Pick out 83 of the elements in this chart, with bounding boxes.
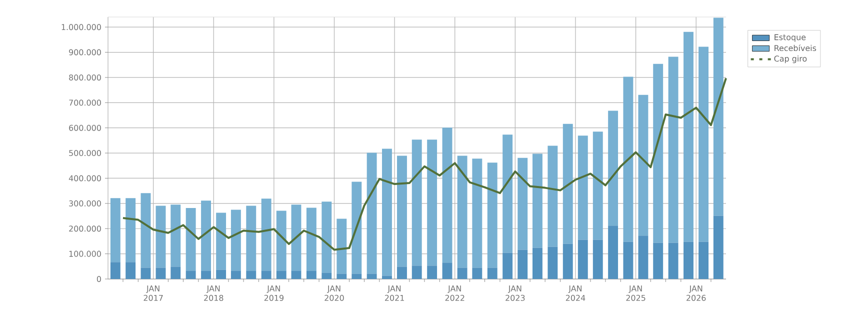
bar — [608, 226, 618, 279]
bar — [230, 270, 241, 279]
bar — [336, 218, 347, 274]
bar — [291, 204, 302, 271]
bar — [548, 246, 558, 279]
bar — [140, 268, 151, 279]
bar — [156, 206, 166, 268]
bar — [698, 46, 709, 242]
bar — [653, 242, 664, 279]
bar — [532, 248, 542, 279]
bar — [412, 140, 422, 266]
bar — [216, 270, 226, 279]
bar — [638, 94, 648, 236]
bar — [592, 132, 603, 240]
bar — [668, 242, 678, 279]
bar — [518, 250, 528, 279]
bar — [322, 272, 332, 279]
bar — [653, 64, 664, 243]
bar — [230, 210, 241, 271]
bar — [186, 270, 196, 279]
bar — [532, 154, 542, 248]
bar — [623, 76, 634, 242]
bar — [246, 206, 256, 271]
bar — [623, 242, 634, 279]
bar — [352, 182, 362, 274]
bar — [578, 136, 588, 240]
bar — [684, 32, 694, 242]
bar — [322, 202, 332, 273]
bar — [126, 262, 136, 279]
bar — [397, 156, 407, 267]
bar — [306, 270, 316, 279]
bar — [276, 270, 286, 279]
bar — [684, 242, 694, 279]
bar — [246, 270, 256, 279]
bar — [442, 128, 452, 263]
bar — [366, 152, 377, 274]
bar — [457, 268, 468, 279]
bar — [713, 18, 724, 216]
bar — [427, 140, 438, 266]
bar — [126, 198, 136, 262]
bar — [186, 208, 196, 271]
bar — [442, 262, 452, 279]
bar — [382, 148, 392, 276]
bar — [427, 266, 438, 279]
bar — [562, 124, 573, 244]
bar — [397, 266, 407, 279]
bar — [110, 198, 120, 262]
bar — [487, 268, 498, 279]
bar — [306, 208, 316, 271]
bar — [261, 270, 272, 279]
bar — [156, 268, 166, 279]
bar — [382, 276, 392, 279]
bar — [698, 242, 709, 279]
bar — [352, 274, 362, 279]
bar — [578, 240, 588, 279]
bar — [201, 270, 211, 279]
bar — [472, 158, 482, 268]
bar — [140, 193, 151, 268]
bar — [638, 236, 648, 279]
bar — [216, 212, 226, 270]
bar — [170, 266, 181, 279]
bar — [608, 110, 618, 226]
bar — [713, 216, 724, 279]
bar — [502, 134, 513, 253]
bar — [562, 244, 573, 279]
bar — [291, 270, 302, 279]
bar — [110, 262, 120, 279]
bar — [457, 156, 468, 268]
bar — [592, 240, 603, 279]
bar — [276, 210, 286, 271]
bar — [336, 274, 347, 279]
bar — [518, 158, 528, 250]
bar — [170, 204, 181, 267]
bar — [502, 252, 513, 279]
bar — [487, 162, 498, 268]
bar — [201, 200, 211, 271]
bar — [412, 266, 422, 279]
bar — [261, 198, 272, 271]
bar — [548, 146, 558, 247]
line-series — [122, 77, 728, 251]
bar — [472, 268, 482, 279]
bar — [366, 274, 377, 279]
bar — [668, 56, 678, 243]
